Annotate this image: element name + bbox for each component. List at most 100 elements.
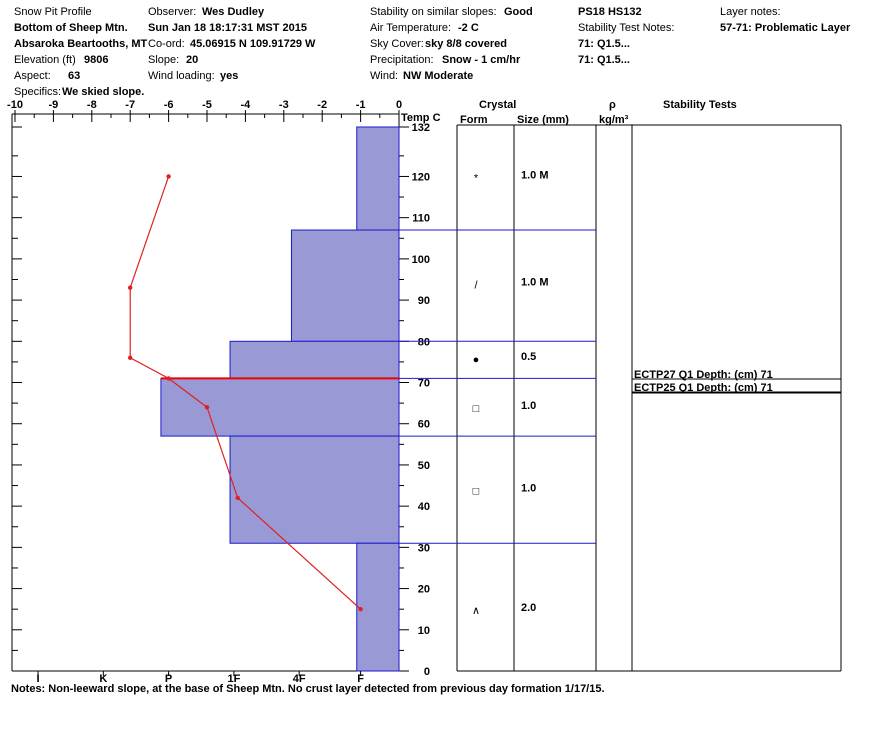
height-tick-label: 30 (418, 542, 430, 554)
location-name: Bottom of Sheep Mtn. (14, 22, 128, 34)
height-tick-label: 80 (418, 336, 430, 348)
notes-text: Notes: Non-leeward slope, at the base of… (11, 683, 605, 695)
height-tick-label: 60 (418, 419, 430, 431)
hardness-bar (290, 229, 400, 342)
temp-tick-label: -9 (49, 99, 59, 111)
height-tick-label: 40 (418, 501, 430, 513)
wind-value: NW Moderate (403, 70, 474, 82)
elevation-value: 9806 (84, 54, 109, 66)
aspect-value: 63 (68, 70, 81, 82)
wind-loading-label: Wind loading: (148, 70, 215, 82)
temp-tick-label: -7 (125, 99, 135, 111)
specifics-value: We skied slope. (62, 86, 145, 98)
layer-rows: * 1.0 M / 1.0 M ● 0.5 □ 1.0 □ 1.0 ∧ 2.0 (399, 169, 596, 617)
crystal-form-symbol: □ (473, 403, 480, 415)
temp-axis-ticks: -10 -9 -8 -7 -6 -5 -4 -3 -2 -1 0 (7, 99, 402, 122)
crystal-size: 1.0 M (521, 169, 549, 181)
crystal-form-symbol: ∧ (472, 605, 480, 617)
elevation-label: Elevation (ft) (14, 54, 76, 66)
stability-test-entry: ECTP25 Q1 Depth: (cm) 71 (634, 382, 773, 394)
specifics-label: Specifics: (14, 86, 62, 98)
hardness-bar (229, 435, 400, 544)
temp-tick-label: -3 (279, 99, 289, 111)
density-unit: kg/m³ (599, 114, 629, 126)
crystal-size: 0.5 (521, 351, 536, 363)
hardness-axis-labels: I K P 1F 4F F (37, 671, 364, 685)
wind-label: Wind: (370, 70, 399, 82)
temp-tick-label: -5 (202, 99, 212, 111)
aspect-label: Aspect: (14, 70, 51, 82)
temp-tick-label: -8 (87, 99, 97, 111)
hardness-bar (160, 377, 400, 437)
temp-axis-title: Temp C (401, 112, 441, 124)
density-header: ρ (609, 99, 616, 111)
slope-value: 20 (186, 54, 199, 66)
temp-tick-label: -1 (356, 99, 366, 111)
temp-tick-label: -2 (317, 99, 327, 111)
hardness-bars (12, 126, 400, 672)
temperature-point (204, 405, 210, 410)
temp-tick-label: -10 (7, 99, 23, 111)
precip-label: Precipitation: (370, 54, 434, 66)
form-header: Form (460, 114, 488, 126)
height-tick-label: 20 (418, 584, 430, 596)
height-tick-label: 110 (412, 213, 430, 225)
hardness-label: F (357, 673, 364, 685)
precip-value: Snow - 1 cm/hr (442, 54, 521, 66)
slope-label: Slope: (148, 54, 180, 66)
stability-label: Stability on similar slopes: (370, 6, 497, 18)
temp-tick-label: -6 (164, 99, 174, 111)
height-axis-ticks: 0 10 20 30 40 50 60 70 80 90 100 110 120 132 (12, 122, 430, 678)
stability-notes-label: Stability Test Notes: (578, 22, 675, 34)
crystal-form-symbol: ● (473, 354, 480, 366)
stability-test-entry: ECTP27 Q1 Depth: (cm) 71 (634, 369, 773, 381)
height-tick-label: 100 (412, 254, 430, 266)
crystal-size: 1.0 (521, 400, 536, 412)
height-tick-label: 0 (424, 666, 430, 678)
region-name: Absaroka Beartooths, MT (14, 38, 148, 50)
height-tick-label: 70 (418, 378, 430, 390)
height-tick-label: 90 (418, 295, 430, 307)
crystal-form-symbol: * (474, 172, 479, 184)
height-tick-label: 50 (418, 460, 430, 472)
temperature-point (235, 495, 240, 501)
air-temp-label: Air Temperature: (370, 22, 452, 34)
layer-notes-label: Layer notes: (720, 6, 781, 18)
air-temp-value: -2 C (458, 22, 479, 34)
crystal-form-symbol: / (474, 280, 478, 292)
hardness-bar (356, 126, 400, 231)
hardness-bar (229, 340, 400, 379)
temperature-point (128, 285, 133, 290)
temperature-point (128, 355, 133, 360)
observation-datetime: Sun Jan 18 18:17:31 MST 2015 (148, 22, 307, 34)
sky-label: Sky Cover: (370, 38, 424, 50)
hardness-label: 4F (293, 673, 306, 685)
crystal-size: 1.0 (521, 483, 536, 495)
temperature-point (358, 606, 363, 612)
height-tick-label: 132 (412, 122, 430, 134)
temperature-profile (128, 174, 363, 612)
wind-loading-value: yes (220, 70, 239, 82)
temperature-point (166, 174, 171, 179)
hardness-label: 1F (227, 673, 240, 685)
stability-note: 71: Q1.5... (578, 54, 630, 66)
profile-title: Snow Pit Profile (14, 6, 92, 18)
crystal-header: Crystal (479, 99, 516, 111)
coord-label: Co-ord: (148, 38, 185, 50)
temperature-point (166, 376, 171, 381)
hardness-label: I (37, 673, 40, 685)
crystal-form-symbol: □ (473, 486, 480, 498)
height-tick-label: 10 (418, 625, 430, 637)
stability-tests-header: Stability Tests (663, 99, 737, 111)
temp-tick-label: -4 (241, 99, 252, 111)
height-tick-label: 120 (412, 171, 430, 183)
observer-value: Wes Dudley (202, 6, 265, 18)
sky-value: sky 8/8 covered (425, 38, 507, 50)
stability-value: Good (504, 6, 533, 18)
hardness-label: K (99, 673, 107, 685)
coord-value: 45.06915 N 109.91729 W (190, 38, 316, 50)
stability-note: 71: Q1.5... (578, 38, 630, 50)
hardness-bar (356, 542, 400, 672)
